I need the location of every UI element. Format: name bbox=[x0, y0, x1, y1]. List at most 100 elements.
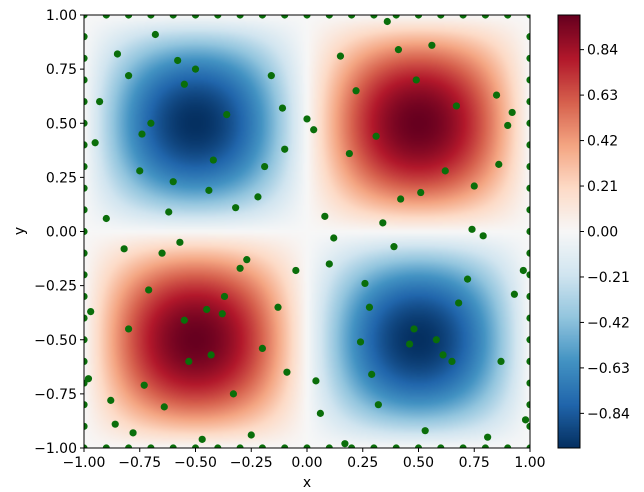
scatter-point bbox=[526, 141, 530, 149]
scatter-point bbox=[236, 444, 244, 448]
x-axis: −1.00 −0.75 −0.50 −0.25 0.00 0.25 0.50 0.75 1.00 bbox=[63, 448, 546, 471]
scatter-point bbox=[125, 444, 133, 448]
scatter-point bbox=[526, 379, 530, 387]
scatter-point bbox=[214, 15, 222, 19]
scatter-point bbox=[437, 15, 445, 19]
scatter-point bbox=[484, 433, 492, 441]
scatter-point bbox=[526, 33, 530, 41]
scatter-point bbox=[379, 219, 387, 227]
plot-area bbox=[84, 15, 530, 448]
scatter-point bbox=[243, 256, 251, 264]
scatter-point bbox=[145, 286, 153, 294]
colorbar-axis: −0.84 −0.63 −0.42 −0.21 0.00 0.21 0.42 0.63 0.84 bbox=[580, 43, 630, 422]
scatter-point bbox=[169, 15, 177, 19]
x-tick-label: −1.00 bbox=[63, 455, 106, 471]
x-axis-label: x bbox=[303, 475, 311, 491]
scatter-point bbox=[526, 401, 530, 409]
scatter-point bbox=[510, 290, 518, 298]
scatter-point bbox=[209, 156, 217, 164]
colorbar-tick-label: −0.84 bbox=[587, 406, 630, 422]
scatter-point bbox=[236, 264, 244, 272]
colorbar-tick-label: 0.00 bbox=[587, 225, 618, 241]
scatter-point bbox=[232, 204, 240, 212]
scatter-point bbox=[258, 15, 266, 19]
scatter-point bbox=[519, 266, 527, 275]
y-tick-label: 0.50 bbox=[46, 116, 77, 132]
colorbar-tick-label: 0.21 bbox=[587, 179, 618, 195]
y-tick-label: −1.00 bbox=[34, 441, 77, 457]
scatter-point bbox=[432, 336, 440, 344]
colorbar-tick-label: 0.84 bbox=[587, 43, 618, 59]
scatter-point bbox=[341, 440, 349, 448]
scatter-point bbox=[223, 110, 231, 119]
scatter-point bbox=[504, 15, 512, 19]
scatter-point bbox=[345, 149, 353, 158]
scatter-point bbox=[497, 357, 505, 365]
scatter-point bbox=[169, 444, 177, 448]
scatter-point bbox=[84, 119, 88, 127]
scatter-point bbox=[526, 271, 530, 279]
colorbar-tick-label: −0.42 bbox=[587, 315, 630, 331]
scatter-point bbox=[125, 325, 133, 333]
scatter-point bbox=[205, 186, 213, 194]
scatter-point bbox=[303, 115, 311, 123]
scatter-point bbox=[84, 76, 88, 84]
scatter-point bbox=[310, 126, 318, 134]
colorbar bbox=[558, 15, 580, 448]
y-tick-label: −0.75 bbox=[34, 387, 77, 403]
scatter-point bbox=[414, 15, 423, 19]
scatter-point bbox=[160, 403, 168, 411]
scatter-point bbox=[470, 182, 478, 190]
scatter-point bbox=[174, 56, 182, 65]
scatter-point bbox=[84, 98, 88, 106]
scatter-point bbox=[526, 162, 530, 171]
scatter-point bbox=[414, 444, 423, 448]
y-tick-label: −0.50 bbox=[34, 333, 77, 349]
scatter-point bbox=[247, 431, 255, 439]
scatter-point bbox=[526, 444, 530, 448]
scatter-point bbox=[526, 422, 530, 430]
x-tick-label: −0.50 bbox=[174, 455, 217, 471]
scatter-point bbox=[316, 409, 324, 417]
scatter-point bbox=[140, 381, 148, 389]
scatter-point bbox=[84, 33, 88, 41]
heatmap bbox=[84, 15, 530, 448]
scatter-point bbox=[526, 292, 530, 301]
scatter-point bbox=[495, 160, 503, 168]
scatter-point bbox=[330, 234, 338, 242]
y-tick-label: 0.25 bbox=[46, 170, 77, 186]
scatter-point bbox=[214, 444, 222, 448]
scatter-point bbox=[218, 310, 226, 318]
scatter-point bbox=[120, 245, 128, 253]
scatter-point bbox=[102, 444, 110, 448]
scatter-point bbox=[258, 444, 266, 448]
scatter-point bbox=[84, 375, 93, 383]
scatter-point bbox=[113, 50, 122, 58]
scatter-point bbox=[84, 292, 88, 301]
colorbar-tick-label: 0.42 bbox=[587, 134, 618, 150]
scatter-point bbox=[254, 193, 262, 201]
x-tick-label: 0.00 bbox=[291, 455, 322, 471]
scatter-point bbox=[236, 15, 244, 19]
scatter-point bbox=[370, 15, 378, 19]
scatter-point bbox=[84, 357, 88, 365]
scatter-point bbox=[102, 15, 110, 19]
scatter-point bbox=[428, 41, 436, 49]
scatter-point bbox=[325, 260, 333, 268]
scatter-point bbox=[129, 429, 137, 437]
scatter-point bbox=[84, 184, 88, 192]
scatter-point bbox=[185, 357, 193, 365]
scatter-point bbox=[107, 396, 115, 404]
scatter-point bbox=[439, 351, 447, 359]
x-tick-label: 1.00 bbox=[514, 455, 545, 471]
scatter-point bbox=[348, 444, 356, 448]
scatter-point bbox=[267, 72, 275, 80]
scatter-point bbox=[468, 225, 476, 233]
scatter-point bbox=[261, 162, 269, 171]
scatter-point bbox=[303, 444, 311, 448]
x-tick-label: 0.50 bbox=[403, 455, 434, 471]
scatter-point bbox=[321, 212, 329, 220]
scatter-point bbox=[392, 444, 400, 448]
scatter-point bbox=[374, 401, 382, 409]
scatter-point bbox=[437, 444, 445, 448]
